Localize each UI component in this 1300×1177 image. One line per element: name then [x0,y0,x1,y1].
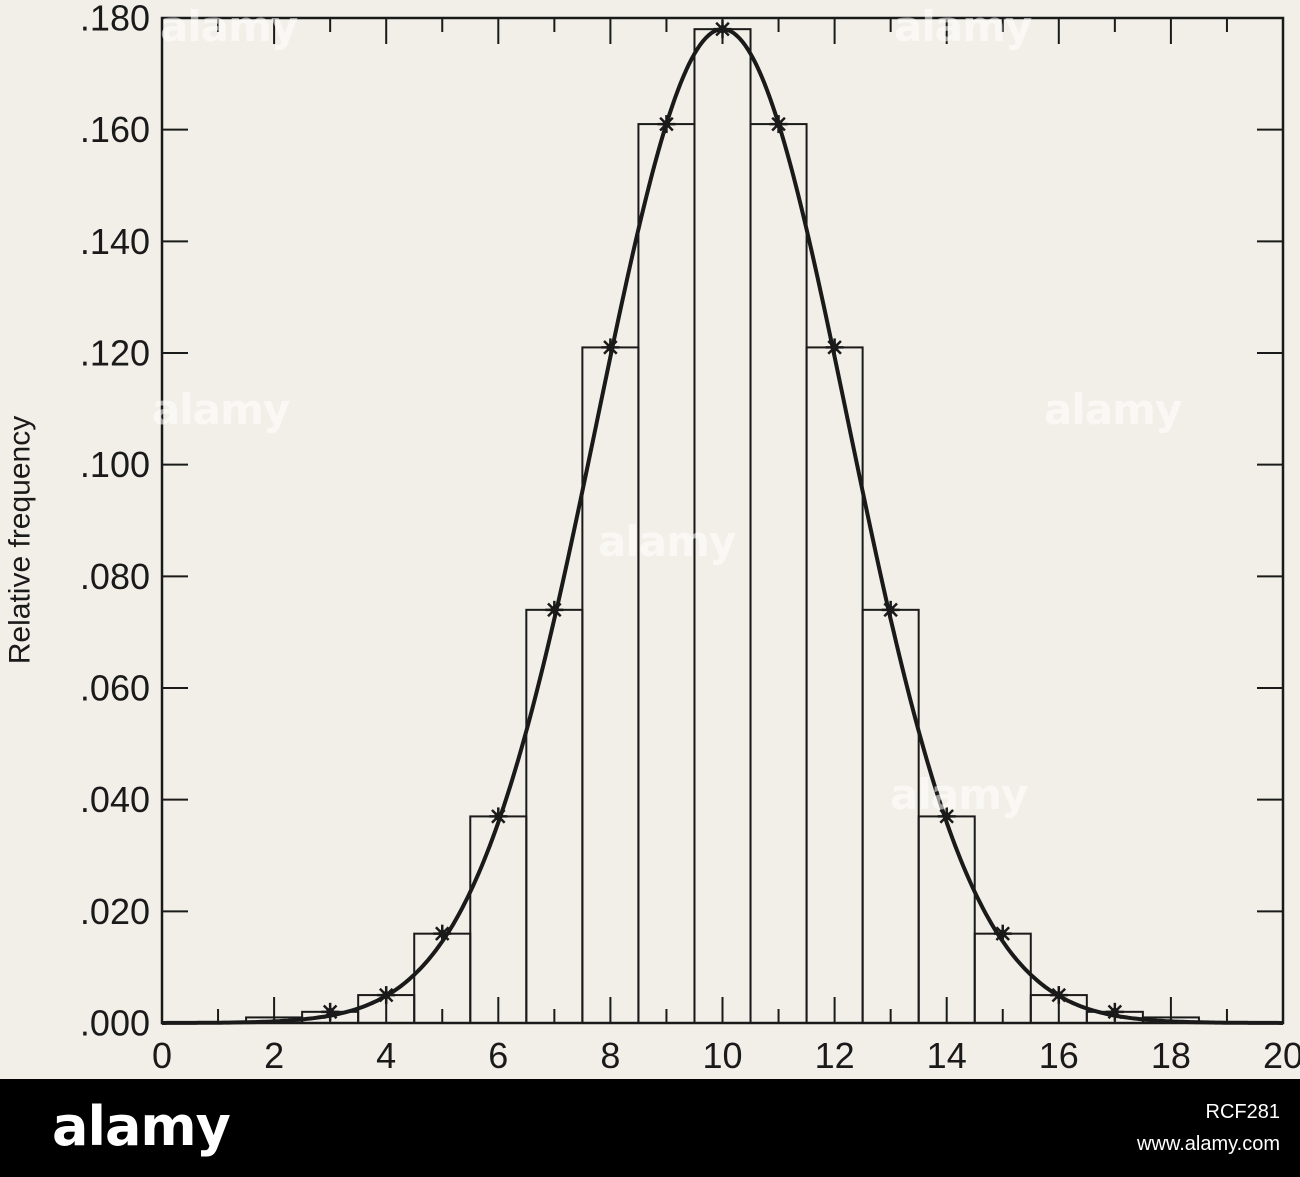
image-id: RCF281 [1205,1101,1280,1123]
histogram-bar [917,815,976,1025]
histogram-chart: .000 .020 .040 .060 .080 .100 .120 .140 .160 .180… [4,0,1300,1076]
data-point-marker [769,115,788,134]
y-tick-label: .060 [80,668,150,709]
data-point-marker [993,924,1012,943]
x-tick-label: 16 [1039,1035,1079,1076]
y-axis-label: Relative frequency [4,416,37,664]
y-tick-label: .000 [80,1003,150,1044]
data-point-marker [657,115,676,134]
normal-curve [162,27,1283,1025]
x-tick-label: 12 [815,1035,855,1076]
data-point-marker [545,600,564,619]
histogram-bar [637,123,696,1025]
y-tick-label: .120 [80,333,150,374]
x-tick-label: 2 [264,1035,284,1076]
histogram-bar [525,608,584,1024]
x-tick-label: 6 [488,1035,508,1076]
data-point-marker [1105,1002,1124,1021]
data-point-marker [713,20,732,39]
x-tick-label: 0 [152,1035,172,1076]
x-tick-label: 14 [927,1035,967,1076]
y-tick-label: .040 [80,779,150,820]
data-point-marker [489,807,508,826]
data-point-marker [825,338,844,357]
x-tick-label: 4 [376,1035,396,1076]
y-tick-label: .180 [80,0,150,39]
data-point-marker [937,807,956,826]
y-tick-label: .020 [80,891,150,932]
data-point-marker [881,600,900,619]
chart-area: .000 .020 .040 .060 .080 .100 .120 .140 .160 .180… [4,0,1300,1076]
histogram-bar [693,28,752,1024]
histogram-bar [861,608,920,1024]
y-tick-label: .160 [80,109,150,150]
x-tick-label: 8 [600,1035,620,1076]
data-point-marker [601,338,620,357]
x-tick-label: 10 [702,1035,742,1076]
y-tick-label: .140 [80,221,150,262]
data-point-marker [321,1002,340,1021]
y-tick-label: .100 [80,444,150,485]
plot-frame [160,16,1285,1025]
site-url: www.alamy.com [1137,1133,1280,1155]
data-point-marker [377,986,396,1005]
histogram-bar [469,815,528,1025]
histogram-bar [749,123,808,1025]
x-tick-label: 20 [1263,1035,1300,1076]
y-tick-label: .080 [80,556,150,597]
footer-bar: alamy RCF281 www.alamy.com [0,1079,1300,1177]
brand-logo: alamy [52,1095,231,1158]
data-point-marker [1049,986,1068,1005]
data-point-marker [433,924,452,943]
x-tick-label: 18 [1151,1035,1191,1076]
